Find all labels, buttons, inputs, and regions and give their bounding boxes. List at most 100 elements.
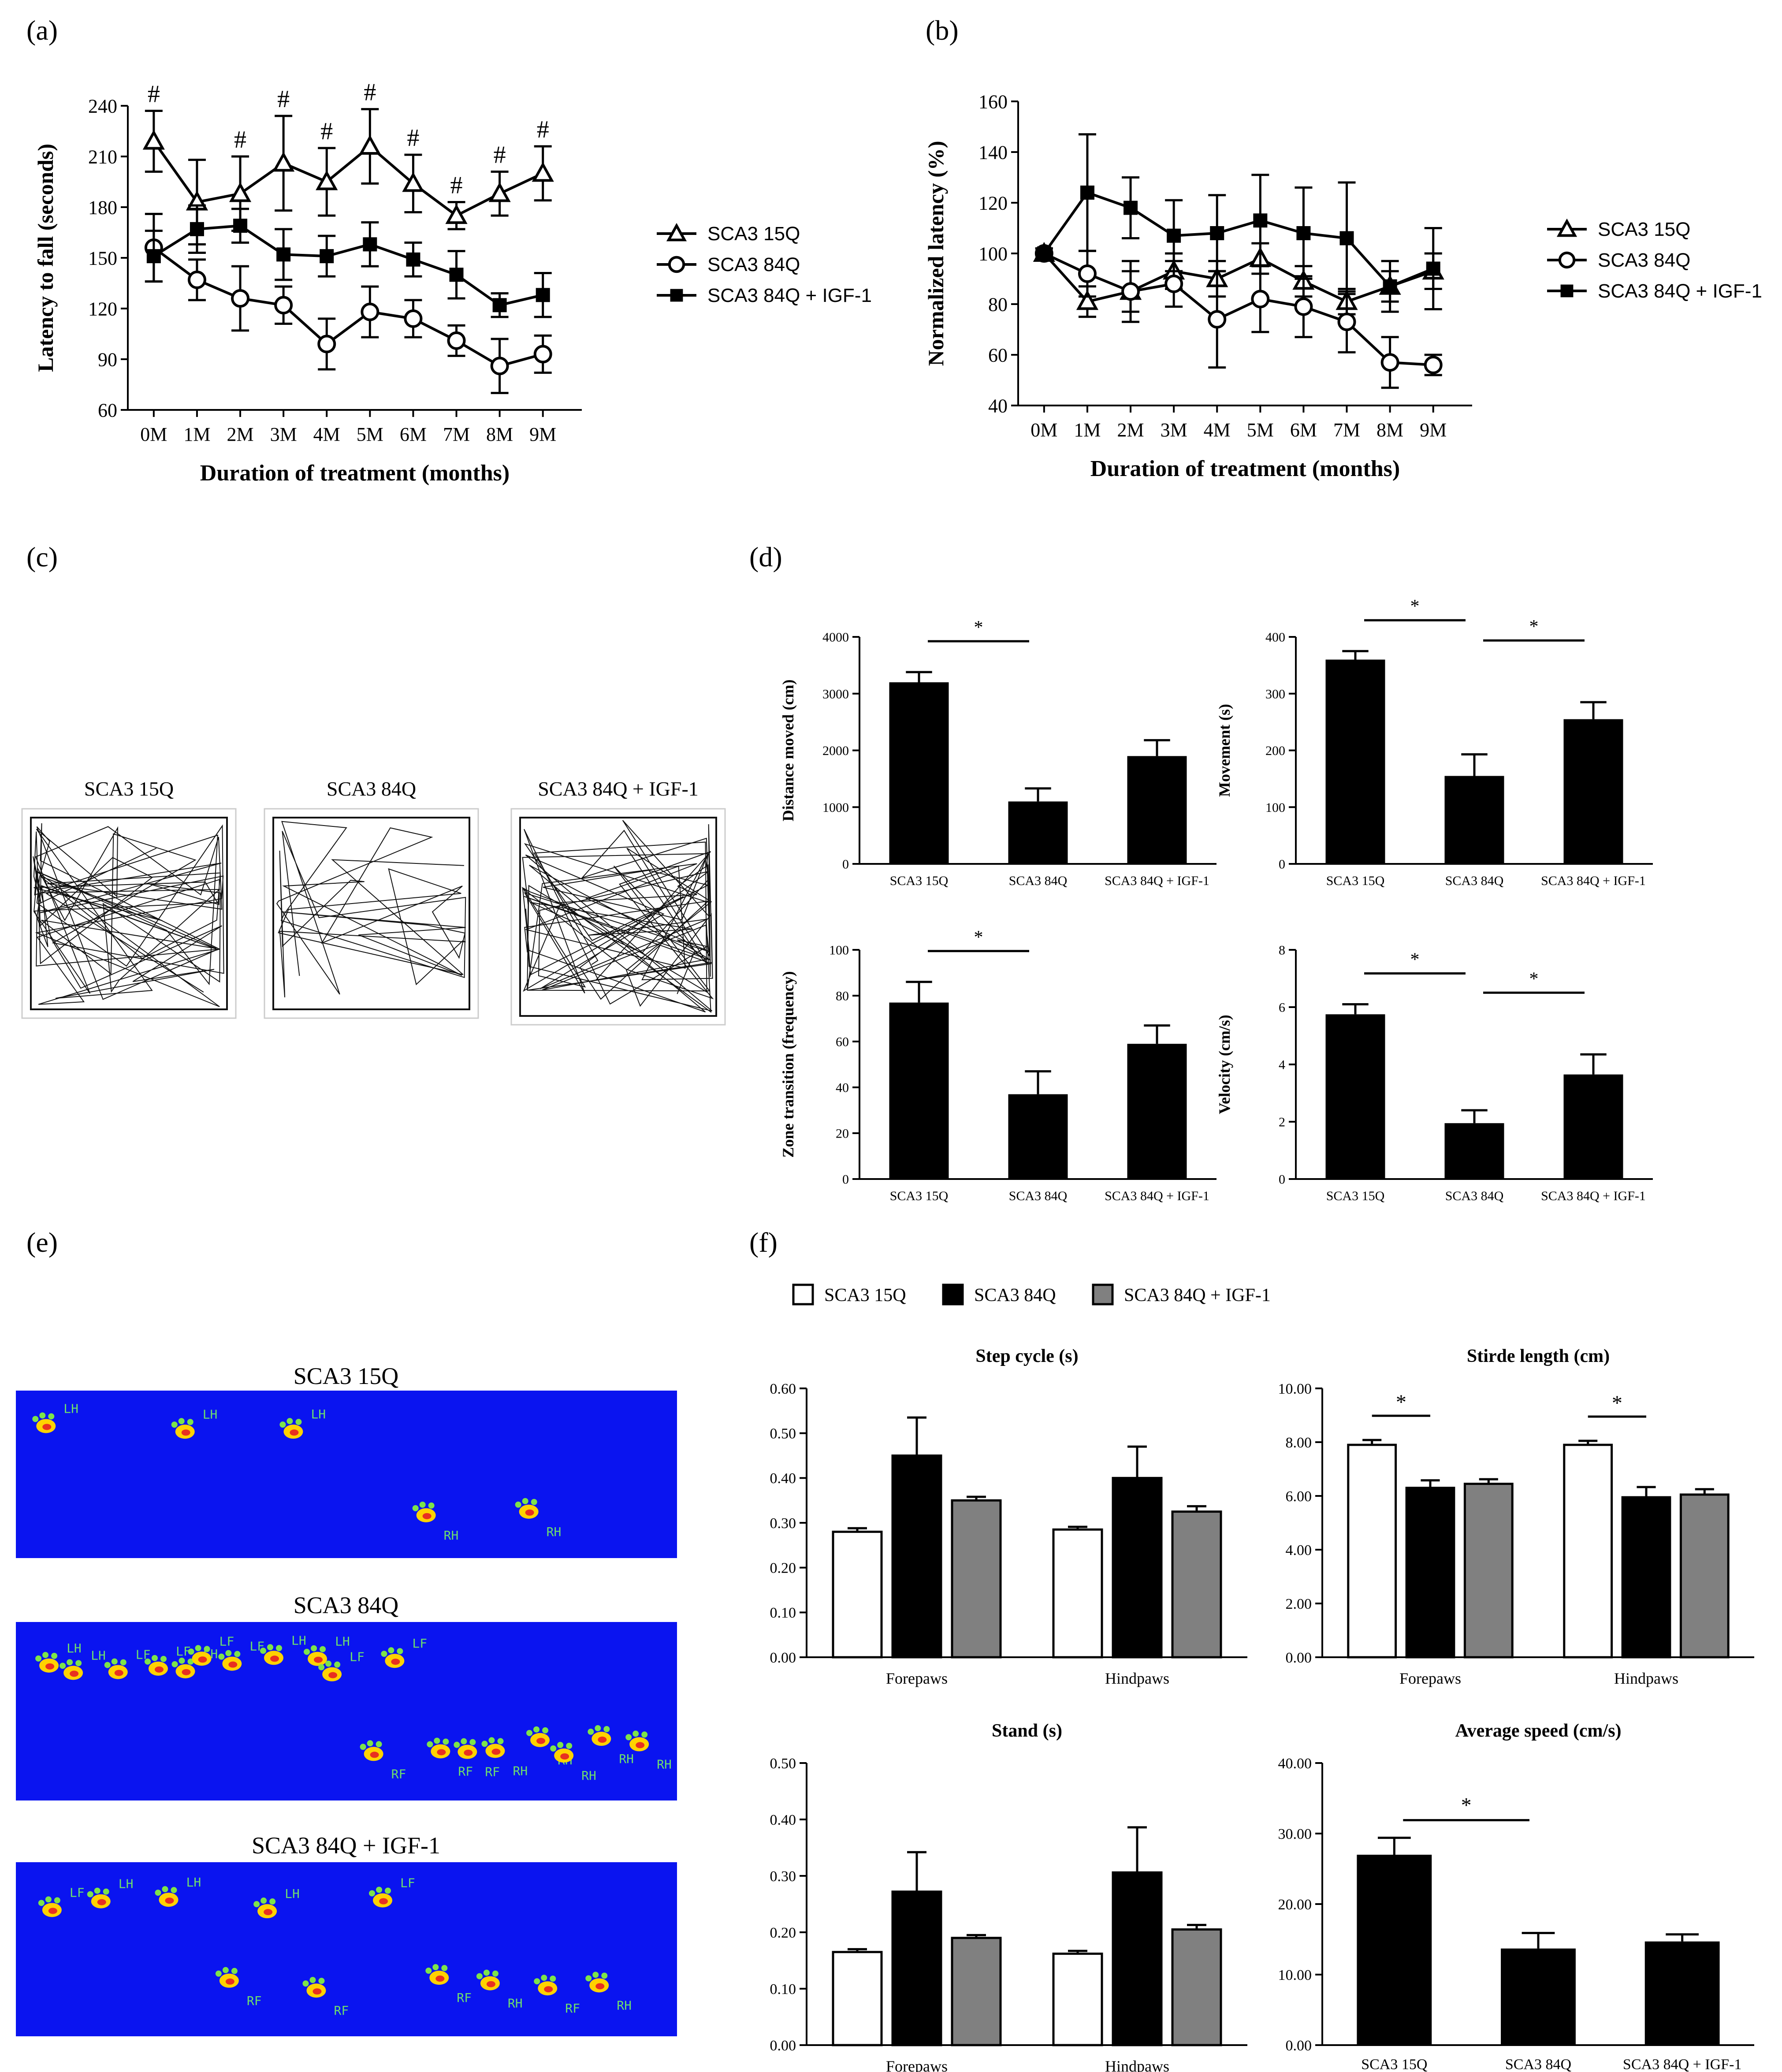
y-tick-label: 3000 bbox=[822, 687, 849, 701]
paw-toe bbox=[215, 1970, 222, 1977]
bar bbox=[1325, 659, 1385, 864]
y-tick-label: 0.60 bbox=[770, 1381, 796, 1397]
y-tick-label: 6 bbox=[1279, 1001, 1285, 1015]
y-tick-label: 180 bbox=[88, 197, 117, 218]
bar bbox=[1644, 1941, 1720, 2045]
y-tick-label: 0.00 bbox=[1286, 1650, 1312, 1666]
marker-square bbox=[1383, 279, 1397, 294]
bar-chart-d3: 0 20 40 60 80 100 Zone transition (frequency) S… bbox=[779, 927, 1217, 1203]
paw-print: RH bbox=[625, 1730, 672, 1771]
y-tick-label: 150 bbox=[88, 247, 117, 269]
paw-label: RH bbox=[547, 1525, 562, 1539]
paw-toe bbox=[318, 1664, 325, 1670]
paw-label: RH bbox=[508, 1996, 523, 2011]
paw-print: RF bbox=[425, 1964, 472, 2005]
paw-core bbox=[595, 1983, 605, 1990]
paw-toe bbox=[481, 1741, 488, 1747]
paw-toe bbox=[51, 1652, 58, 1659]
paw-label: RF bbox=[485, 1765, 500, 1779]
arena-wall-trace bbox=[272, 817, 470, 1010]
marker-circle bbox=[1337, 312, 1356, 331]
paw-toe bbox=[541, 1975, 547, 1981]
arena-title: SCA3 84Q bbox=[327, 777, 416, 800]
y-tick-label: 2.00 bbox=[1286, 1596, 1312, 1612]
paw-label: LH bbox=[186, 1875, 201, 1890]
paw-label: LH bbox=[291, 1633, 306, 1648]
series-line bbox=[153, 224, 543, 307]
paw-core bbox=[290, 1429, 299, 1436]
y-tick-label: 10.00 bbox=[1278, 1381, 1312, 1397]
paw-core bbox=[182, 1669, 191, 1675]
paw-core bbox=[435, 1975, 445, 1982]
paw-label: LH bbox=[285, 1886, 300, 1901]
legend-label: SCA3 84Q + IGF-1 bbox=[707, 285, 872, 306]
paw-toe bbox=[171, 1661, 178, 1667]
bar bbox=[1171, 1928, 1222, 2046]
paw-print: LF bbox=[381, 1636, 427, 1668]
x-tick-label: SCA3 15Q bbox=[1361, 2056, 1427, 2072]
paw-toe bbox=[428, 1502, 435, 1509]
paw-toe bbox=[260, 1648, 267, 1654]
marker-triangle bbox=[272, 152, 295, 172]
y-tick-label: 4.00 bbox=[1286, 1542, 1312, 1559]
chart-title: Stand (s) bbox=[992, 1721, 1062, 1741]
x-tick-label: 6M bbox=[1290, 419, 1317, 441]
paw-print: LF bbox=[188, 1634, 234, 1666]
x-tick-label: 3M bbox=[1161, 419, 1187, 441]
marker-circle bbox=[1294, 297, 1313, 316]
paw-print: LH bbox=[155, 1875, 201, 1907]
paw-toe bbox=[38, 1900, 45, 1906]
paw-toe bbox=[94, 1887, 100, 1894]
paw-label: LF bbox=[400, 1876, 415, 1890]
paw-core bbox=[225, 1978, 234, 1985]
paw-toe bbox=[441, 1965, 448, 1972]
significance-hash: # bbox=[450, 172, 463, 199]
paw-toe bbox=[160, 1655, 167, 1662]
y-tick-label: 80 bbox=[836, 989, 849, 1004]
panel-c-open-field-tracks: SCA3 15Q SCA3 84Q SCA3 84Q + IGF-1 bbox=[21, 777, 726, 1026]
paw-print: LH bbox=[304, 1634, 350, 1666]
paw-toe bbox=[550, 1975, 556, 1982]
y-tick-label: 8.00 bbox=[1286, 1435, 1312, 1451]
paw-toe bbox=[427, 1741, 433, 1748]
marker-square bbox=[233, 219, 248, 233]
bar bbox=[1621, 1496, 1671, 1659]
x-tick-label: SCA3 84Q + IGF-1 bbox=[1105, 1189, 1209, 1203]
line-chart-a: 60 90 120 150 180 210 240 Latency to fall (seco… bbox=[33, 79, 872, 486]
x-tick-label: Forepaws bbox=[1399, 1670, 1461, 1687]
paw-core bbox=[313, 1988, 322, 1995]
paw-toe bbox=[367, 1740, 373, 1747]
x-tick-label: SCA3 84Q bbox=[1009, 874, 1068, 888]
paw-toe bbox=[542, 1727, 549, 1733]
legend-label: SCA3 15Q bbox=[707, 223, 800, 245]
paw-core bbox=[314, 1656, 323, 1663]
x-tick-label: 1M bbox=[183, 424, 210, 445]
paw-print: LH bbox=[35, 1641, 82, 1673]
paw-toe bbox=[120, 1659, 126, 1666]
paw-print: LH bbox=[87, 1877, 133, 1908]
bar-chart-f4: 0.00 10.00 20.00 30.00 40.00 Average speed (c… bbox=[1278, 1721, 1754, 2072]
x-tick-label: 8M bbox=[1376, 419, 1403, 441]
y-tick-label: 0.00 bbox=[770, 2038, 796, 2054]
y-tick-label: 400 bbox=[1265, 630, 1285, 645]
paw-print: RF bbox=[215, 1967, 262, 2008]
marker-circle bbox=[1424, 356, 1443, 374]
paw-label: LH bbox=[67, 1641, 82, 1655]
x-tick-label: SCA3 84Q bbox=[1445, 1189, 1504, 1203]
paw-toe bbox=[269, 1898, 276, 1905]
paw-toe bbox=[54, 1897, 60, 1904]
y-tick-label: 160 bbox=[978, 91, 1008, 112]
legend-label: SCA3 15Q bbox=[824, 1285, 906, 1306]
paw-toe bbox=[522, 1498, 528, 1504]
significance-star: * bbox=[1612, 1391, 1622, 1415]
series-line bbox=[153, 246, 543, 368]
movement-track bbox=[33, 823, 224, 1007]
paw-toe bbox=[234, 1651, 241, 1657]
bar bbox=[889, 1002, 949, 1179]
paw-print: LF bbox=[318, 1650, 365, 1681]
paw-label: LF bbox=[350, 1650, 365, 1664]
bar bbox=[1563, 1074, 1623, 1179]
bar bbox=[1444, 776, 1504, 864]
marker-square bbox=[670, 289, 683, 302]
